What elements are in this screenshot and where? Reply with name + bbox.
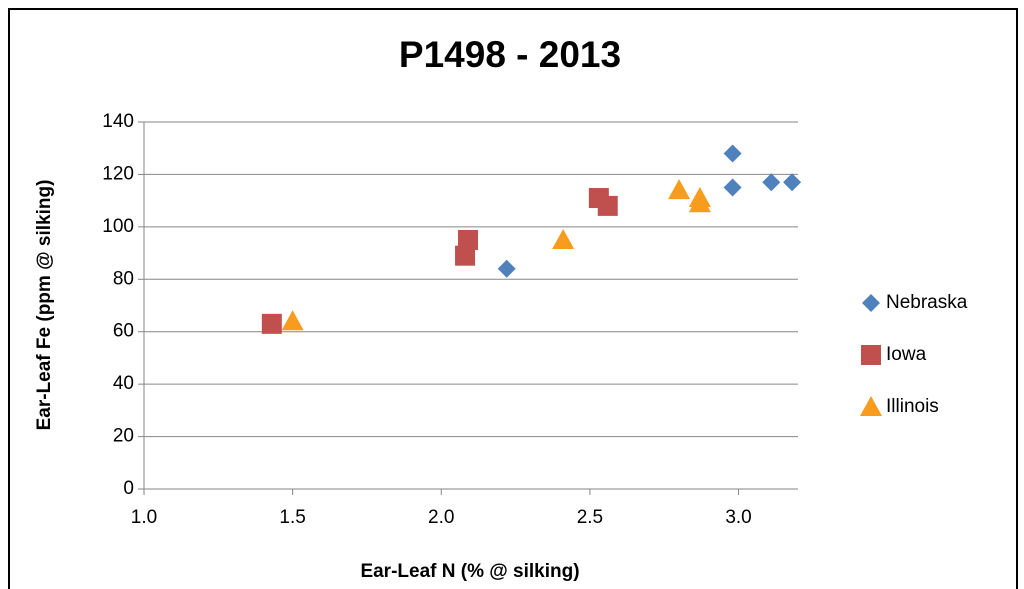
square-marker: [455, 245, 476, 266]
triangle-marker: [281, 310, 304, 331]
square-marker: [861, 345, 881, 365]
triangle-marker: [668, 179, 691, 200]
y-tick-label: 120: [102, 163, 134, 184]
diamond-marker: [862, 294, 880, 312]
y-tick-label: 60: [113, 321, 134, 342]
x-tick-label: 2.0: [428, 507, 454, 528]
y-axis-title: Ear-Leaf Fe (ppm @ silking): [34, 180, 55, 431]
chart-frame: [8, 8, 1018, 589]
legend-label: Illinois: [886, 396, 939, 417]
diamond-marker: [762, 173, 781, 192]
x-axis-title: Ear-Leaf N (% @ silking): [360, 561, 579, 582]
chart-title: P1498 - 2013: [399, 34, 621, 75]
triangle-marker: [860, 396, 882, 416]
x-tick-label: 1.0: [131, 507, 157, 528]
diamond-marker: [497, 259, 516, 278]
x-tick-label: 3.0: [725, 507, 751, 528]
square-marker: [261, 313, 282, 334]
y-tick-label: 140: [102, 111, 134, 132]
x-tick-label: 2.5: [577, 507, 603, 528]
legend-label: Iowa: [886, 344, 927, 365]
y-tick-label: 40: [113, 373, 134, 394]
y-tick-label: 0: [123, 478, 134, 499]
y-tick-label: 80: [113, 268, 134, 289]
diamond-marker: [783, 173, 802, 192]
legend-label: Nebraska: [886, 292, 968, 313]
square-marker: [458, 229, 479, 250]
square-marker: [597, 195, 618, 216]
y-tick-label: 100: [102, 216, 134, 237]
x-tick-label: 1.5: [279, 507, 305, 528]
y-tick-label: 20: [113, 426, 134, 447]
triangle-marker: [688, 187, 711, 208]
triangle-marker: [552, 228, 575, 249]
diamond-marker: [723, 178, 742, 197]
diamond-marker: [723, 144, 742, 163]
